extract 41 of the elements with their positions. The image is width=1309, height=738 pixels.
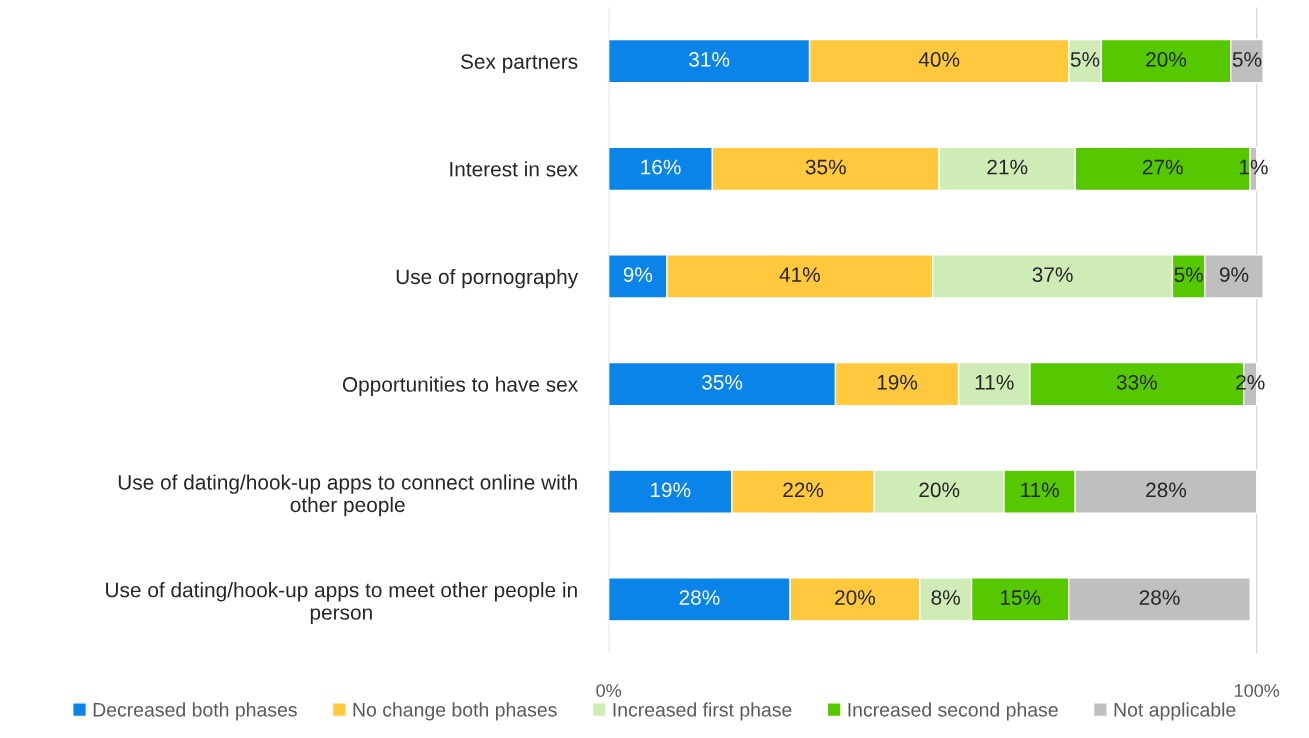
data-label: 35%: [805, 159, 846, 175]
y-tick-label: Use of dating/hook-up apps to connect online with other people: [118, 474, 577, 517]
data-label: 21%: [987, 159, 1028, 175]
data-label: 9%: [1219, 267, 1249, 283]
legend-label: Decreased both phases: [93, 702, 297, 721]
data-label: 20%: [835, 590, 876, 605]
y-tick-label: Sex partners: [460, 54, 578, 74]
x-tick-label: 0%: [596, 684, 622, 697]
y-tick-label: Interest in sex: [450, 161, 578, 177]
data-label: 9%: [623, 267, 653, 283]
data-label: 5%: [1174, 267, 1203, 283]
data-label: 20%: [1146, 52, 1187, 67]
legend-label: Not applicable: [1114, 702, 1236, 721]
x-tick-label: 100%: [1234, 684, 1280, 697]
data-label: 35%: [702, 374, 743, 390]
data-label: 15%: [1000, 590, 1041, 605]
data-label: 5%: [1232, 52, 1262, 67]
legend-label: Increased first phase: [613, 702, 792, 721]
data-label: 28%: [679, 590, 720, 605]
data-label: 19%: [650, 482, 691, 498]
y-tick-label: Use of pornography: [396, 268, 579, 289]
data-label: 16%: [641, 159, 681, 175]
data-label: 19%: [877, 374, 918, 390]
legend-label: Increased second phase: [848, 702, 1058, 721]
data-label: 28%: [1146, 482, 1187, 498]
data-label: 28%: [1139, 590, 1180, 605]
data-label: 11%: [975, 375, 1014, 390]
data-label: 8%: [931, 590, 960, 605]
data-label: 37%: [1032, 267, 1073, 283]
y-tick-label: Use of dating/hook-up apps to meet other people in person: [106, 582, 577, 624]
data-label: 11%: [1021, 482, 1059, 498]
data-label: 31%: [689, 52, 730, 67]
y-tick-label: Opportunities to have sex: [342, 376, 578, 396]
data-label: 20%: [919, 482, 960, 498]
data-label: 33%: [1116, 374, 1157, 390]
legend-label: No change both phases: [353, 702, 557, 721]
data-label: 41%: [779, 267, 820, 282]
data-label: 5%: [1070, 52, 1100, 67]
data-label: 40%: [918, 52, 960, 67]
data-label: 27%: [1142, 159, 1183, 175]
data-label: 22%: [783, 482, 824, 498]
